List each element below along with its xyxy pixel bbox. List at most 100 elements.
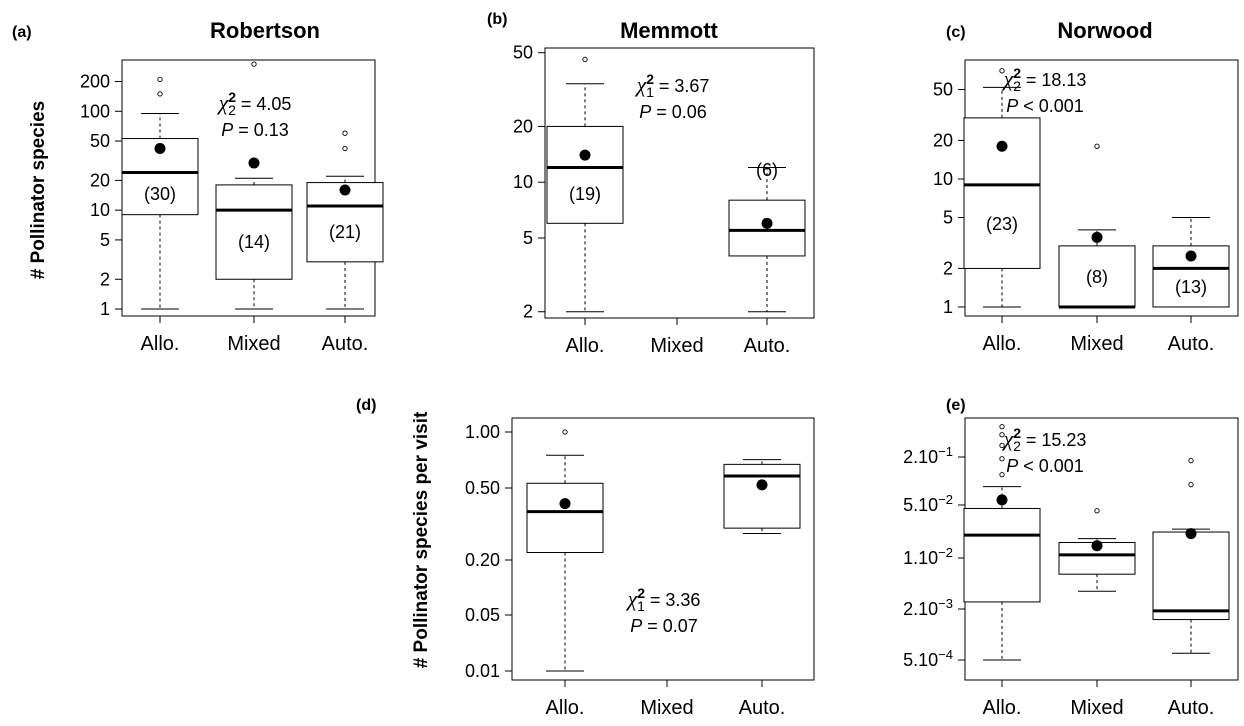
mean-point: [248, 157, 260, 169]
mean-point: [996, 494, 1008, 506]
p-value-stat: P < 0.001: [1006, 456, 1084, 476]
y-tick-label: 1.10−2: [903, 545, 953, 568]
p-value-stat: P < 0.001: [1006, 96, 1084, 116]
x-tick-label: Mixed: [1070, 333, 1123, 355]
iqr-box: [963, 117, 1041, 269]
box-auto: (6): [728, 160, 806, 313]
chi-square-stat: χ2 2 = 18.13: [1002, 65, 1087, 94]
mean-point: [154, 143, 166, 155]
outlier-point: [1188, 457, 1194, 464]
iqr-box: [723, 463, 801, 529]
sample-size-label: (23): [986, 214, 1018, 234]
y-tick-label: 0.05: [465, 605, 500, 625]
box-allo: (19): [546, 56, 624, 313]
outlier-point: [999, 432, 1005, 438]
mean-point: [1091, 540, 1103, 552]
sample-size-label: (21): [329, 222, 361, 242]
iqr-box: [306, 182, 384, 263]
y-tick-label: 0.01: [465, 661, 500, 681]
y-tick-label: 1: [943, 297, 953, 317]
y-tick-label: 20: [90, 170, 110, 190]
y-tick-label: 1: [100, 299, 110, 319]
y-tick-label: 2: [523, 302, 533, 322]
chi-square-stat: χ2 2 = 4.05: [217, 89, 292, 118]
y-axis-label-bottom: # Pollinator species per visit: [411, 411, 432, 668]
panel-tag: (e): [946, 397, 966, 414]
box-allo: [963, 424, 1041, 661]
sample-size-label: (19): [569, 184, 601, 204]
panel-tag: (a): [12, 24, 32, 41]
y-tick-label: 50: [513, 43, 533, 63]
outlier-point: [562, 429, 568, 435]
panel-title: Memmott: [620, 18, 718, 43]
sample-size-label: (13): [1175, 277, 1207, 297]
y-tick-label: 20: [933, 130, 953, 150]
box-mixed: [1058, 508, 1136, 592]
iqr-box: [546, 125, 624, 224]
plot-frame: [511, 417, 815, 681]
y-tick-label: 2.10−3: [903, 596, 953, 619]
panel-title: Norwood: [1057, 18, 1152, 43]
y-tick-label: 10: [90, 200, 110, 220]
y-tick-label: 50: [933, 79, 953, 99]
chi-square-stat: χ2 1 = 3.36: [626, 585, 701, 614]
x-tick-label: Allo.: [983, 697, 1022, 719]
y-tick-label: 5: [523, 228, 533, 248]
iqr-box: [1152, 531, 1230, 621]
y-tick-label: 1.00: [465, 422, 500, 442]
outlier-point: [342, 130, 348, 136]
y-tick-label: 0.50: [465, 478, 500, 498]
y-tick-label: 0.20: [465, 550, 500, 570]
mean-point: [559, 498, 571, 510]
y-tick-label: 50: [90, 131, 110, 151]
x-tick-label: Auto.: [322, 333, 369, 355]
mean-point: [1185, 250, 1197, 262]
outlier-point: [1094, 508, 1100, 514]
y-axis-label-top: # Pollinator species: [28, 101, 49, 279]
box-allo: (23): [963, 68, 1041, 308]
x-tick-label: Auto.: [739, 697, 786, 719]
mean-point: [1091, 231, 1103, 243]
outlier-point: [1188, 481, 1194, 488]
box-auto: [723, 459, 801, 535]
p-value-stat: P = 0.06: [639, 102, 707, 122]
sample-size-label: (14): [238, 232, 270, 252]
x-tick-label: Mixed: [640, 697, 693, 719]
chi-square-stat: χ2 2 = 15.23: [1002, 425, 1087, 454]
outlier-point: [999, 68, 1005, 74]
sample-size-label: (6): [756, 160, 778, 180]
x-tick-label: Allo.: [983, 333, 1022, 355]
iqr-box: [963, 507, 1041, 603]
y-tick-label: 10: [933, 169, 953, 189]
x-tick-label: Auto.: [1168, 697, 1215, 719]
x-tick-label: Auto.: [744, 335, 791, 357]
x-tick-label: Mixed: [650, 335, 703, 357]
outlier-point: [582, 56, 588, 63]
y-tick-label: 100: [80, 101, 110, 121]
y-tick-label: 5.10−2: [903, 492, 953, 515]
x-tick-label: Allo.: [141, 333, 180, 355]
outlier-point: [157, 91, 163, 97]
x-tick-label: Allo.: [566, 335, 605, 357]
mean-point: [761, 217, 773, 229]
panel-d: (d) 0.01 0.05 0.20 0.50 1.00 Allo. Mixed Auto. χ2…: [356, 397, 815, 719]
iqr-box: [1058, 245, 1136, 308]
iqr-box: [215, 184, 293, 280]
panel-e: (e) 5.10−4 2.10−3 1.10−2 5.10−2 2.10−1 Allo. Mi…: [903, 397, 1239, 719]
box-auto: (21): [306, 130, 384, 310]
outlier-point: [999, 456, 1005, 462]
panel-title: Robertson: [210, 18, 320, 43]
panel-c: (c) Norwood 1 2 5 10 20 50 Allo. Mixed Auto. (23) (8…: [933, 18, 1239, 355]
box-mixed: (14): [215, 61, 293, 310]
outlier-point: [999, 424, 1005, 430]
p-value-stat: P = 0.13: [221, 120, 289, 140]
y-tick-label: 2.10−1: [903, 444, 953, 467]
panels-group: (a) Robertson 1 2 5 10 20 50 100 200 Allo. Mixed Aut…: [12, 11, 1239, 719]
mean-point: [996, 140, 1008, 152]
box-auto: [1152, 457, 1230, 654]
panel-tag: (c): [946, 24, 966, 41]
y-tick-label: 5: [100, 230, 110, 250]
box-allo: [526, 429, 604, 672]
outlier-point: [251, 61, 257, 67]
